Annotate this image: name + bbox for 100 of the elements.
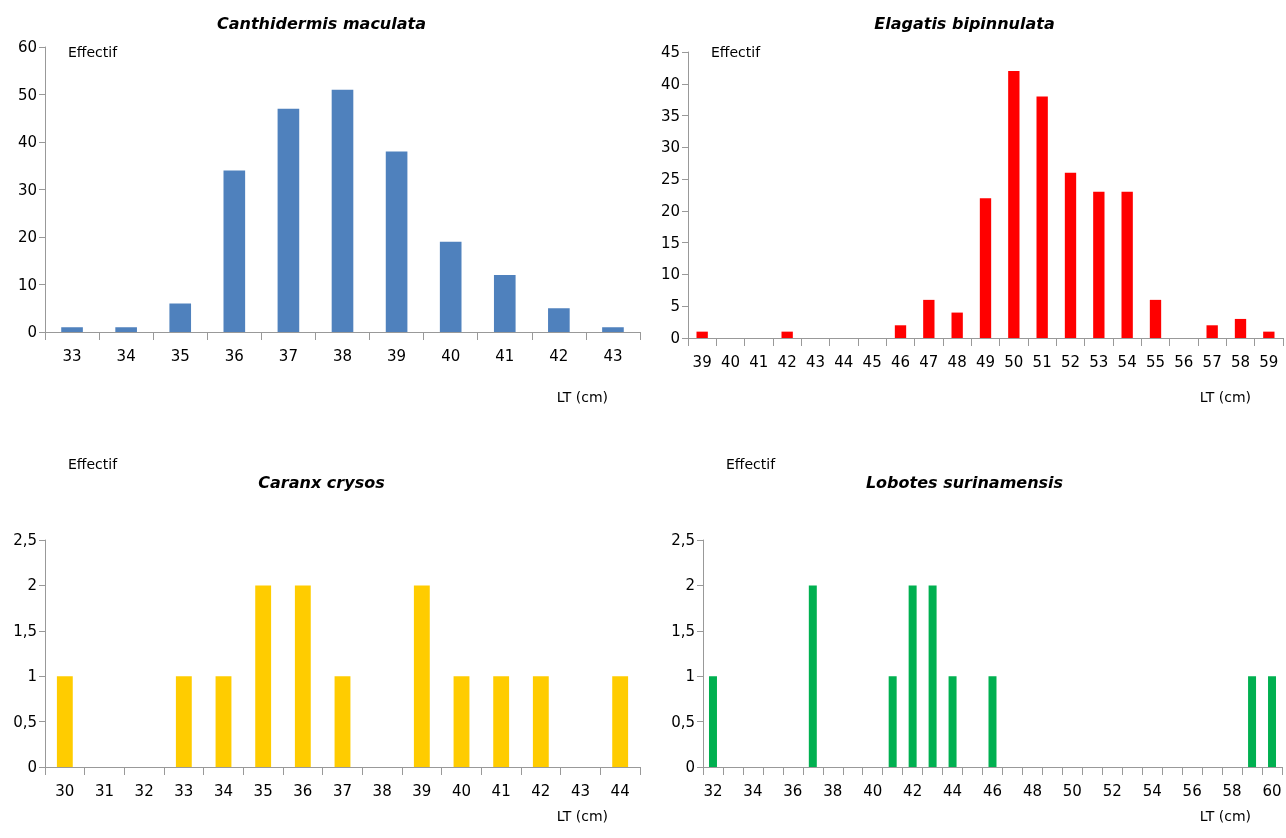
bar bbox=[979, 198, 992, 338]
x-tick-label: 56 bbox=[1182, 781, 1202, 800]
y-tick-label: 2 bbox=[27, 576, 37, 595]
x-tick-label: 42 bbox=[777, 352, 797, 371]
y-tick-label: 20 bbox=[17, 228, 37, 246]
bar bbox=[1036, 96, 1048, 338]
x-tick-label: 40 bbox=[863, 781, 883, 800]
chart-title: Elagatis bipinnulata bbox=[874, 13, 1055, 33]
y-tick-label: 40 bbox=[660, 74, 680, 93]
x-tick-label: 56 bbox=[1174, 352, 1194, 371]
y-tick-label: 25 bbox=[660, 170, 680, 189]
y-tick-label: 0,5 bbox=[671, 712, 695, 731]
y-tick-label: 35 bbox=[660, 106, 680, 125]
y-tick-label: 0 bbox=[670, 329, 680, 347]
x-tick-label: 32 bbox=[703, 781, 723, 800]
y-tick-label: 2,5 bbox=[671, 531, 695, 549]
x-tick-label: 45 bbox=[862, 352, 882, 371]
x-tick-label: 40 bbox=[720, 352, 741, 371]
y-tick-label: 1,5 bbox=[671, 621, 695, 640]
x-axis-title: LT (cm) bbox=[1199, 808, 1252, 824]
y-tick-label: 30 bbox=[660, 138, 680, 157]
x-tick-label: 36 bbox=[224, 346, 244, 365]
x-tick-label: 43 bbox=[805, 352, 826, 371]
bar bbox=[1206, 325, 1218, 338]
x-tick-label: 42 bbox=[549, 346, 569, 365]
x-tick-label: 54 bbox=[1142, 781, 1162, 800]
x-tick-label: 36 bbox=[783, 781, 803, 800]
y-tick-label: 20 bbox=[660, 201, 680, 220]
x-tick-label: 52 bbox=[1102, 781, 1122, 800]
x-tick-label: 38 bbox=[332, 346, 353, 365]
bar bbox=[439, 241, 462, 332]
chart-title: Canthidermis maculata bbox=[217, 13, 426, 33]
x-tick-label: 41 bbox=[749, 352, 769, 371]
bar bbox=[277, 108, 300, 332]
x-tick-label: 42 bbox=[903, 781, 923, 800]
x-tick-label: 53 bbox=[1089, 352, 1109, 371]
y-tick-label: 1,5 bbox=[13, 621, 37, 640]
y-tick-label: 2 bbox=[685, 576, 695, 595]
bar bbox=[385, 151, 408, 332]
x-tick-label: 33 bbox=[62, 346, 82, 365]
y-axis-title: Effectif bbox=[68, 456, 119, 472]
bar bbox=[696, 331, 708, 338]
x-tick-label: 59 bbox=[1259, 352, 1279, 371]
bar bbox=[781, 331, 793, 338]
y-tick-label: 0 bbox=[27, 323, 37, 341]
x-tick-label: 46 bbox=[890, 352, 911, 371]
x-tick-label: 44 bbox=[943, 781, 963, 800]
y-tick-label: 1 bbox=[685, 667, 695, 686]
y-tick-label: 0 bbox=[27, 758, 37, 776]
y-axis-title: Effectif bbox=[711, 44, 762, 60]
x-axis-title: LT (cm) bbox=[1199, 389, 1252, 405]
x-tick-label: 48 bbox=[947, 352, 967, 371]
x-tick-label: 55 bbox=[1145, 352, 1166, 371]
bar bbox=[331, 89, 354, 332]
y-tick-label: 2,5 bbox=[13, 531, 37, 549]
y-tick-label: 10 bbox=[660, 265, 680, 284]
x-tick-label: 46 bbox=[982, 781, 1003, 800]
y-axis-title: Effectif bbox=[726, 456, 777, 472]
x-tick-label: 54 bbox=[1117, 352, 1137, 371]
y-tick-label: 1 bbox=[27, 667, 37, 686]
y-tick-label: 30 bbox=[17, 180, 37, 199]
bar bbox=[1149, 299, 1162, 338]
x-tick-label: 52 bbox=[1060, 352, 1081, 371]
y-tick-label: 0 bbox=[685, 758, 695, 776]
x-tick-label: 39 bbox=[387, 346, 407, 365]
x-tick-label: 34 bbox=[213, 781, 234, 800]
x-tick-label: 60 bbox=[1262, 781, 1282, 800]
x-tick-label: 58 bbox=[1222, 781, 1242, 800]
bar bbox=[61, 327, 83, 332]
x-tick-label: 35 bbox=[253, 781, 273, 800]
bar bbox=[894, 325, 907, 338]
x-tick-label: 35 bbox=[170, 346, 190, 365]
x-tick-label: 47 bbox=[919, 352, 939, 371]
x-tick-label: 43 bbox=[570, 781, 591, 800]
x-tick-label: 39 bbox=[412, 781, 432, 800]
x-tick-label: 41 bbox=[495, 346, 515, 365]
bar bbox=[115, 327, 137, 332]
bar bbox=[1064, 172, 1077, 338]
bar bbox=[602, 327, 624, 332]
x-axis-title: LT (cm) bbox=[556, 389, 609, 405]
x-tick-label: 57 bbox=[1202, 352, 1222, 371]
x-tick-label: 43 bbox=[603, 346, 623, 365]
x-tick-label: 51 bbox=[1032, 352, 1052, 371]
x-tick-label: 41 bbox=[491, 781, 511, 800]
x-tick-label: 34 bbox=[743, 781, 763, 800]
bar bbox=[951, 312, 963, 338]
x-tick-label: 33 bbox=[174, 781, 194, 800]
x-tick-label: 31 bbox=[94, 781, 115, 800]
bar bbox=[223, 170, 246, 332]
bar bbox=[493, 275, 516, 332]
x-tick-label: 36 bbox=[293, 781, 313, 800]
x-tick-label: 38 bbox=[372, 781, 392, 800]
y-axis-title: Effectif bbox=[68, 44, 119, 60]
bar bbox=[923, 299, 935, 338]
y-tick-label: 50 bbox=[17, 85, 37, 104]
bar bbox=[548, 308, 570, 332]
bar bbox=[1093, 191, 1105, 338]
chart-title: Lobotes surinamensis bbox=[865, 472, 1064, 492]
x-tick-label: 44 bbox=[834, 352, 854, 371]
bar bbox=[1008, 71, 1020, 338]
